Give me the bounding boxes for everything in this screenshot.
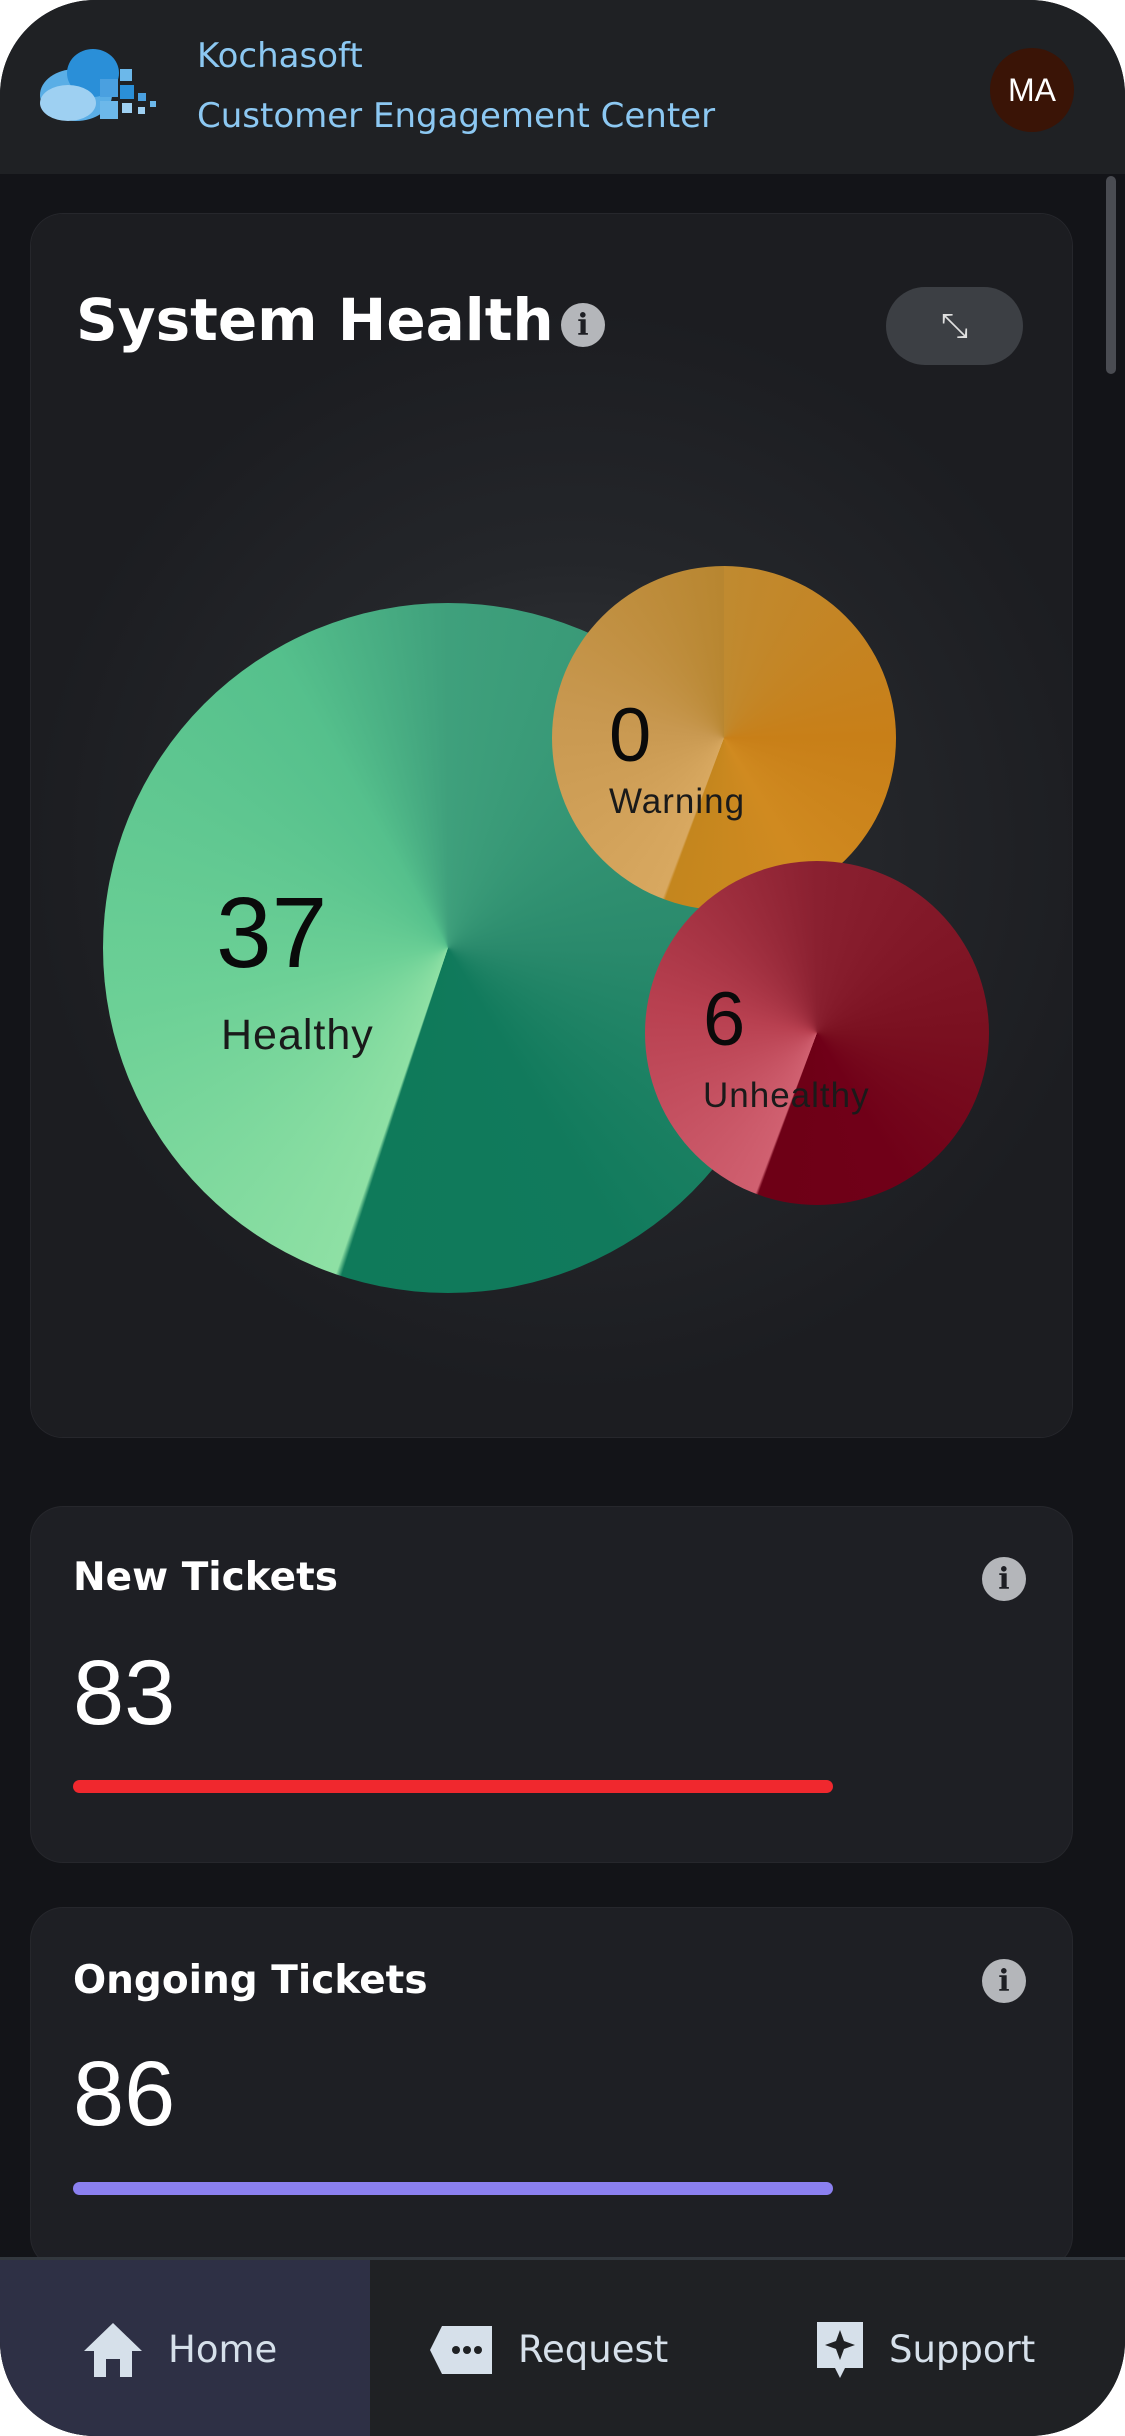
warning-label: Warning — [609, 782, 746, 821]
nav-support[interactable]: Support — [815, 2260, 1035, 2436]
info-icon[interactable]: i — [982, 1557, 1026, 1601]
user-avatar[interactable]: MA — [990, 48, 1074, 132]
warning-value: 0 — [609, 693, 652, 778]
kochasoft-logo-icon — [40, 49, 156, 121]
nav-request[interactable]: Request — [428, 2260, 668, 2436]
message-tag-icon — [430, 2325, 492, 2374]
card-value: 86 — [73, 2043, 176, 2145]
progress-bar — [73, 1780, 833, 1793]
brand-name: Kochasoft — [197, 36, 363, 76]
expand-button[interactable]: ⤡ — [886, 287, 1023, 365]
info-icon[interactable]: i — [561, 303, 605, 347]
scrollbar[interactable] — [1106, 176, 1116, 374]
healthy-value: 37 — [216, 877, 328, 989]
unhealthy-label: Unhealthy — [703, 1076, 870, 1115]
app-header: Kochasoft Customer Engagement Center MA — [0, 0, 1125, 174]
card-title: System Health — [76, 286, 554, 354]
home-icon — [84, 2322, 142, 2377]
bubble-warning[interactable] — [552, 566, 896, 910]
bubble-unhealthy[interactable] — [645, 861, 989, 1205]
nav-label: Support — [889, 2328, 1036, 2371]
expand-icon: ⤡ — [940, 306, 969, 346]
nav-label: Request — [518, 2328, 669, 2371]
info-icon[interactable]: i — [982, 1959, 1026, 2003]
system-health-card: System Health i ⤡ 37 Healthy 0 Warning 6… — [31, 214, 1072, 1437]
card-title: New Tickets — [73, 1555, 338, 1600]
unhealthy-value: 6 — [703, 977, 746, 1062]
card-title: Ongoing Tickets — [73, 1958, 428, 2003]
bottom-nav: Home Request Support — [0, 2257, 1125, 2436]
nav-home[interactable]: Home — [0, 2260, 370, 2436]
new-tickets-card[interactable]: New Tickets i 83 — [31, 1507, 1072, 1862]
card-value: 83 — [73, 1642, 176, 1744]
progress-bar — [73, 2182, 833, 2195]
ongoing-tickets-card[interactable]: Ongoing Tickets i 86 — [31, 1908, 1072, 2268]
healthy-label: Healthy — [221, 1011, 374, 1059]
nav-label: Home — [168, 2328, 278, 2371]
sparkle-badge-icon — [817, 2321, 863, 2378]
app-name: Customer Engagement Center — [197, 96, 716, 136]
